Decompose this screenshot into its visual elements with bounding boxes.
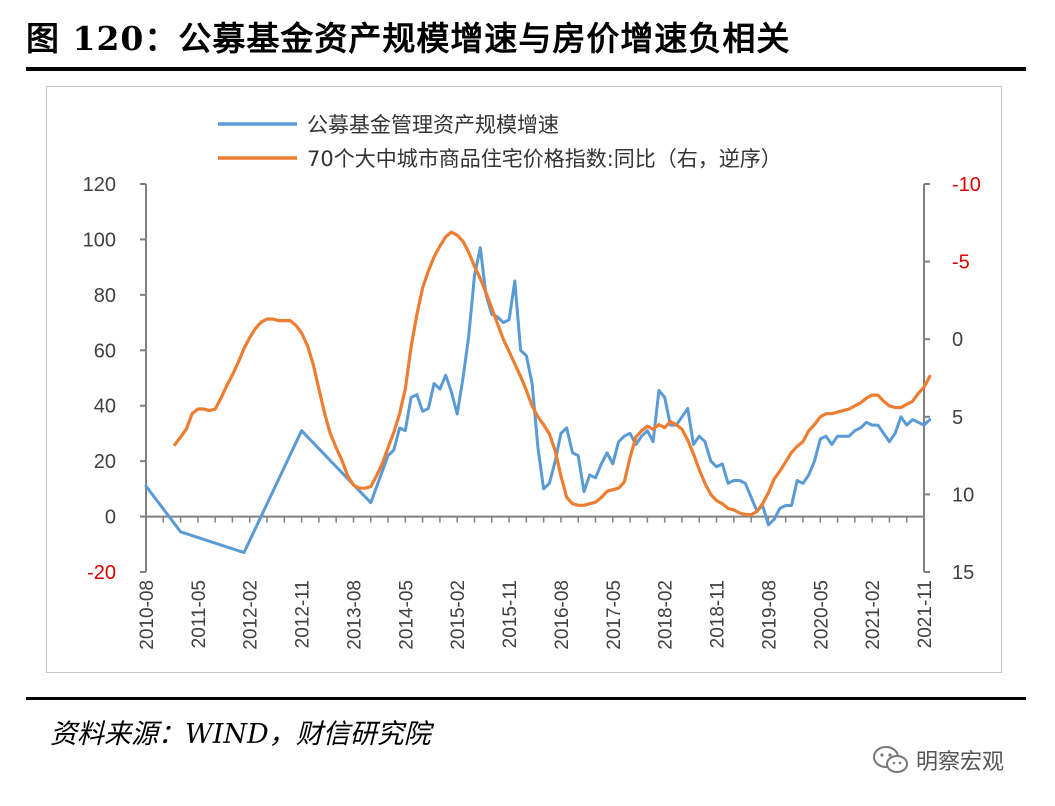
watermark: 明察宏观	[872, 742, 1004, 778]
x-tick-label: 2012-02	[241, 580, 262, 650]
x-tick-label: 2015-02	[448, 580, 469, 650]
x-tick-label: 2019-08	[759, 580, 780, 650]
axes: -20 0 20 40 60 80 100 120 -10 -5 0 5 10 15 2010-08 2011…	[83, 174, 981, 650]
y-right-tick-label: -5	[952, 252, 970, 274]
y-right-tick-label: 5	[952, 407, 963, 429]
series-line-1	[144, 246, 932, 555]
x-tick-label: 2018-02	[656, 580, 677, 650]
x-tick-label: 2016-08	[552, 580, 573, 650]
legend-label-1: 公募基金管理资产规模增速	[307, 113, 559, 137]
y-left-tick-label: 100	[83, 229, 116, 251]
x-tick-label: 2015-11	[500, 580, 521, 648]
x-tick-label: 2012-11	[293, 580, 314, 648]
source-rule	[26, 697, 1026, 700]
x-tick-label: 2014-05	[396, 580, 417, 650]
y-left-tick-label: -20	[87, 562, 116, 584]
y-left-tick-label: 80	[94, 285, 116, 307]
x-tick-label: 2021-02	[863, 580, 884, 650]
x-tick-label: 2013-08	[344, 580, 365, 650]
x-tick-label: 2017-05	[604, 580, 625, 650]
y-left-tick-label: 20	[94, 451, 116, 473]
title-rule	[26, 67, 1026, 71]
x-tick-label: 2011-05	[189, 580, 210, 648]
source-note: 资料来源：WIND，财信研究院	[50, 719, 431, 750]
watermark-text: 明察宏观	[916, 750, 1005, 775]
legend-label-2: 70个大中城市商品住宅价格指数:同比（右，逆序）	[307, 147, 782, 171]
chart-frame: 公募基金管理资产规模增速 70个大中城市商品住宅价格指数:同比（右，逆序） -20…	[46, 86, 1002, 673]
wechat-icon	[873, 746, 908, 773]
y-right-tick-label: -10	[952, 174, 981, 196]
chart-canvas: 公募基金管理资产规模增速 70个大中城市商品住宅价格指数:同比（右，逆序） -20…	[83, 113, 981, 650]
y-left-tick-label: 120	[83, 174, 116, 196]
plot-area	[144, 230, 932, 555]
y-left-tick-label: 0	[105, 507, 116, 529]
series-line-2	[173, 230, 932, 517]
x-tick-label: 2018-11	[708, 580, 729, 648]
y-left-tick-label: 60	[94, 340, 116, 362]
y-right-tick-label: 10	[952, 484, 974, 506]
y-left-tick-label: 40	[94, 396, 116, 418]
x-tick-label: 2021-11	[915, 580, 936, 648]
figure-title: 图 120：公募基金资产规模增速与房价增速负相关	[26, 19, 791, 58]
legend: 公募基金管理资产规模增速 70个大中城市商品住宅价格指数:同比（右，逆序）	[218, 113, 782, 171]
x-tick-label: 2010-08	[137, 580, 158, 650]
y-right-tick-label: 0	[952, 329, 963, 351]
x-tick-label: 2020-05	[811, 580, 832, 650]
y-right-tick-label: 15	[952, 562, 974, 584]
